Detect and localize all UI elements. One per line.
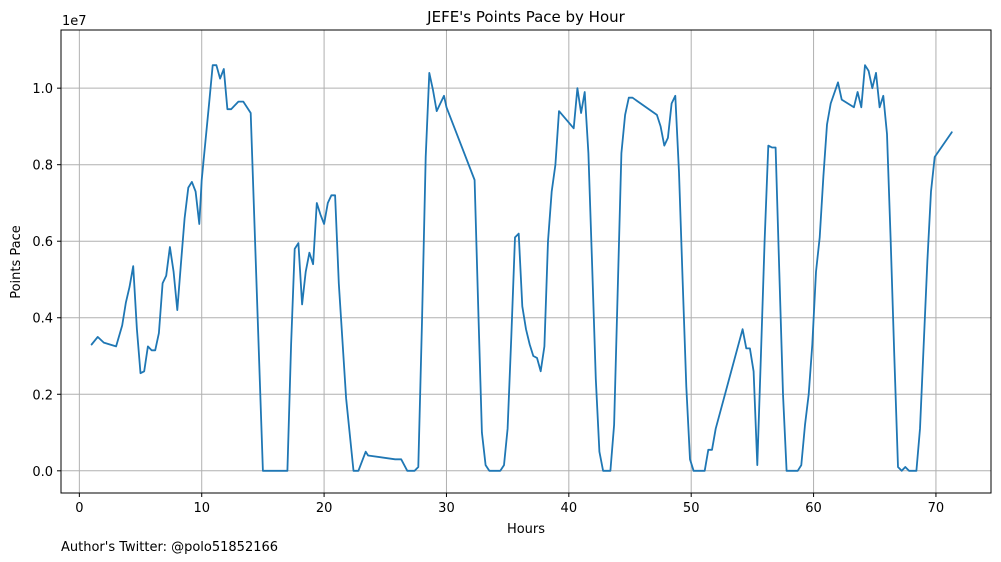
x-tick-label: 10	[193, 501, 210, 516]
x-tick-label: 50	[683, 501, 700, 516]
author-credit: Author's Twitter: @polo51852166	[61, 540, 278, 555]
x-axis: 0 10 20 30 40 50 60 70	[75, 493, 944, 516]
series-layer	[90, 64, 953, 472]
x-tick-label: 40	[561, 501, 578, 516]
plot-frame	[60, 29, 992, 494]
x-axis-title: Hours	[507, 522, 545, 537]
y-tick-label: 0.0	[32, 465, 53, 480]
x-tick-label: 20	[316, 501, 333, 516]
series-line-jefe	[90, 64, 953, 472]
x-tick-label: 0	[75, 501, 83, 516]
chart-title: JEFE's Points Pace by Hour	[426, 8, 625, 26]
y-axis: 0.0 0.2 0.4 0.6 0.8 1.0	[32, 82, 61, 480]
y-tick-label: 0.4	[32, 312, 53, 327]
y-tick-label: 0.6	[32, 235, 53, 250]
x-tick-label: 70	[928, 501, 945, 516]
y-axis-title: Points Pace	[9, 225, 24, 299]
y-tick-label: 1.0	[32, 82, 53, 97]
x-tick-label: 60	[805, 501, 822, 516]
y-tick-label: 0.2	[32, 388, 53, 403]
y-tick-label: 0.8	[32, 159, 53, 174]
y-offset-label: 1e7	[62, 14, 87, 29]
grid	[61, 30, 991, 493]
x-tick-label: 30	[438, 501, 455, 516]
